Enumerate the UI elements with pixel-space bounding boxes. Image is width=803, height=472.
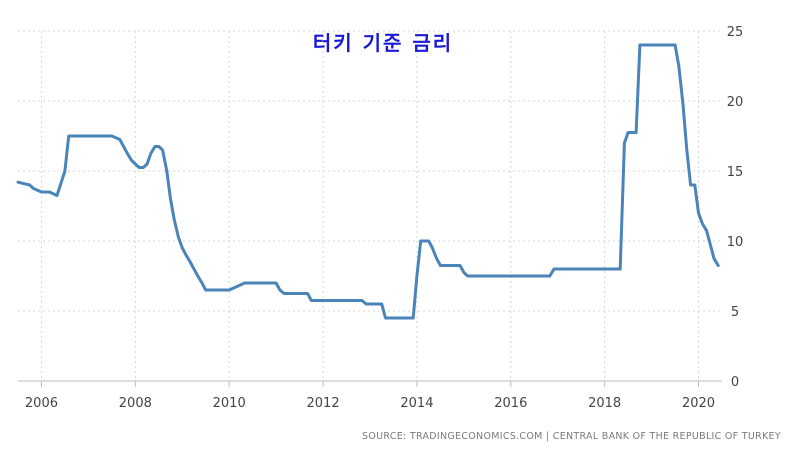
chart-title: 터키 기준 금리: [313, 31, 453, 55]
x-tick-label: 2006: [25, 396, 58, 411]
y-tick-label: 15: [727, 165, 744, 180]
axes: 0 5 10 15 20 25 2006 2008 2010 2012 2014 2016 2018 20…: [18, 25, 743, 411]
x-tick-label: 2020: [682, 396, 715, 411]
y-tick-label: 5: [731, 305, 739, 320]
x-tick-label: 2014: [400, 396, 433, 411]
x-tick-label: 2016: [494, 396, 527, 411]
x-tick-label: 2012: [307, 396, 340, 411]
source-attribution: SOURCE: TRADINGECONOMICS.COM | CENTRAL B…: [362, 431, 781, 442]
series-line: [16, 43, 720, 320]
y-tick-label: 25: [727, 25, 744, 40]
y-tick-label: 10: [727, 235, 744, 250]
y-tick-label: 0: [731, 375, 739, 390]
grid: [18, 30, 722, 381]
x-tick-label: 2010: [213, 396, 246, 411]
y-tick-label: 20: [727, 95, 744, 110]
x-tick-label: 2018: [588, 396, 621, 411]
series: [16, 43, 720, 320]
x-tick-label: 2008: [119, 396, 152, 411]
